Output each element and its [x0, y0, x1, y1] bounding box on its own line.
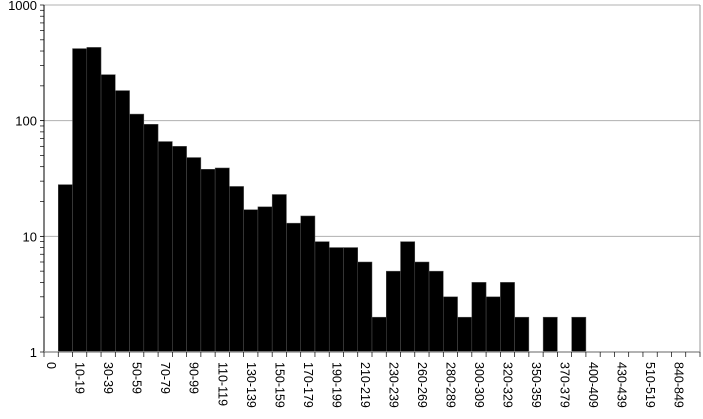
x-tick-label: 170-179 — [301, 362, 315, 408]
x-tick-label: 130-139 — [244, 362, 258, 408]
bar — [471, 282, 487, 353]
bar — [58, 184, 73, 353]
x-tick-label: 510-519 — [643, 362, 657, 408]
bar — [271, 194, 287, 353]
y-tick-label: 10 — [23, 229, 37, 244]
x-tick-label: 230-239 — [386, 362, 400, 408]
bar — [443, 296, 458, 353]
x-tick-label: 370-379 — [558, 362, 572, 408]
x-tick-label: 350-359 — [529, 362, 543, 408]
bar — [157, 141, 173, 353]
bar — [200, 169, 216, 353]
x-tick-label: 840-849 — [672, 362, 686, 408]
bar — [229, 186, 244, 353]
x-tick-label: 90-99 — [187, 362, 201, 394]
bar — [457, 316, 473, 353]
y-axis-labels: 1 10 100 1000 — [8, 0, 37, 360]
bar — [328, 247, 344, 353]
bar — [143, 124, 159, 353]
bar — [115, 90, 130, 353]
bar — [357, 261, 373, 353]
bar — [129, 113, 145, 353]
x-tick-label: 110-119 — [215, 362, 229, 406]
bar — [300, 215, 316, 353]
bar — [414, 261, 430, 353]
x-tick-label: 0 — [44, 362, 58, 369]
bar — [314, 241, 330, 353]
bars — [58, 47, 587, 353]
y-tick-label: 100 — [15, 114, 37, 129]
bar — [400, 241, 416, 353]
x-tick-label: 210-219 — [358, 362, 372, 408]
bar — [186, 157, 202, 353]
bar — [386, 270, 401, 353]
bar — [172, 146, 187, 353]
bar — [100, 74, 116, 353]
bar — [286, 222, 301, 353]
axes — [40, 4, 701, 357]
x-tick-label: 70-79 — [158, 362, 172, 394]
x-tick-label: 300-309 — [472, 362, 486, 408]
bar — [257, 206, 273, 353]
x-tick-label: 430-439 — [615, 362, 629, 408]
y-tick-label: 1000 — [8, 0, 37, 13]
bar — [428, 270, 444, 353]
x-axis-labels: 0 10-19 30-39 50-59 70-79 90-99 110-119 130-139… — [44, 362, 685, 408]
bar — [542, 316, 558, 353]
x-tick-label: 50-59 — [130, 362, 144, 394]
x-tick-label: 30-39 — [101, 362, 115, 394]
x-tick-label: 320-329 — [500, 362, 514, 408]
bar — [214, 167, 230, 353]
x-tick-label: 400-409 — [586, 362, 600, 408]
x-tick-label: 280-289 — [443, 362, 457, 408]
bar — [500, 282, 515, 353]
bar — [514, 316, 530, 353]
x-tick-label: 260-269 — [415, 362, 429, 408]
x-tick-label: 190-199 — [329, 362, 343, 408]
y-tick-label: 1 — [30, 345, 37, 360]
bar — [571, 316, 587, 353]
bar — [86, 47, 102, 353]
bar — [72, 48, 88, 353]
x-tick-label: 10-19 — [73, 362, 87, 394]
x-tick-label: 150-159 — [272, 362, 286, 408]
bar — [371, 316, 387, 353]
bar — [485, 296, 501, 353]
bar — [243, 209, 259, 353]
bar — [343, 247, 358, 353]
